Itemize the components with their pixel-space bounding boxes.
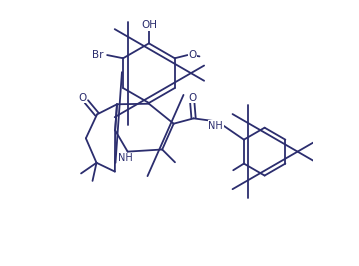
Text: Br: Br [92,50,103,60]
Text: OH: OH [141,20,157,30]
Text: NH: NH [118,153,133,163]
Text: O: O [188,50,197,60]
Text: NH: NH [208,121,223,131]
Text: O: O [79,93,87,103]
Text: O: O [188,93,196,103]
